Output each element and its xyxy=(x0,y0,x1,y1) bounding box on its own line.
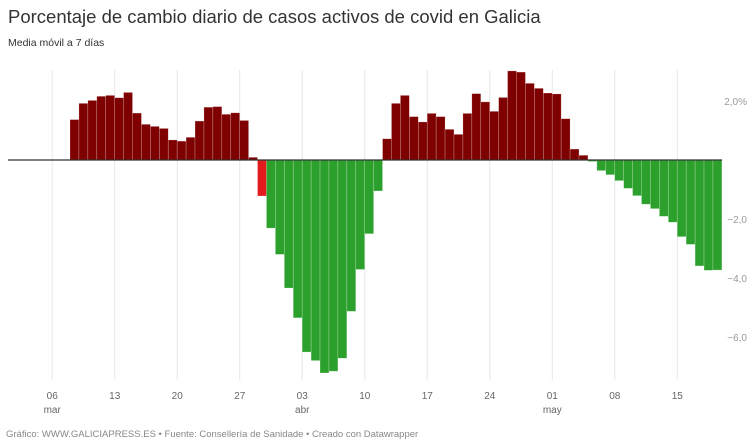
bar xyxy=(659,159,669,217)
x-tick-label: 27 xyxy=(234,391,246,402)
x-tick-label: 15 xyxy=(672,391,684,402)
bar xyxy=(534,88,544,161)
y-axis-labels: 2,0% −2,0 −4,0 −6,0 xyxy=(724,97,747,344)
bar xyxy=(203,106,214,161)
bar xyxy=(96,95,107,161)
bar xyxy=(605,159,616,176)
bar xyxy=(668,159,678,223)
bar xyxy=(578,154,589,161)
bar xyxy=(221,113,232,161)
bar xyxy=(346,159,357,312)
bar xyxy=(462,113,473,161)
y-tick-label: 2,0% xyxy=(724,97,747,108)
bar xyxy=(382,138,392,161)
bar xyxy=(498,97,508,161)
bar xyxy=(542,92,553,161)
bar xyxy=(435,116,446,161)
bar xyxy=(284,159,294,289)
bar xyxy=(632,159,642,197)
bar xyxy=(694,159,705,267)
bar-series xyxy=(69,70,723,374)
bar xyxy=(159,128,169,161)
bar xyxy=(650,159,660,209)
bar xyxy=(167,139,178,161)
bar xyxy=(560,118,571,161)
bar xyxy=(275,159,285,255)
bar xyxy=(176,140,187,161)
chart-subtitle: Media móvil a 7 días xyxy=(8,37,105,49)
bar xyxy=(373,159,383,192)
bar xyxy=(569,148,580,161)
bar xyxy=(319,159,330,374)
x-tick-label: 17 xyxy=(422,391,434,402)
source-footer: Gráfico: WWW.GALICIAPRESS.ES • Fuente: C… xyxy=(6,429,419,440)
bar xyxy=(114,97,124,161)
bar xyxy=(185,136,196,161)
bar xyxy=(551,93,562,161)
chart-title: Porcentaje de cambio diario de casos act… xyxy=(8,6,541,27)
bar xyxy=(123,92,133,161)
bar xyxy=(337,159,348,359)
bar xyxy=(328,159,339,372)
bar xyxy=(409,116,419,161)
x-tick-label: 24 xyxy=(484,391,496,402)
bar xyxy=(516,71,526,161)
bar xyxy=(132,112,142,161)
bar xyxy=(712,159,723,271)
bar xyxy=(417,121,428,161)
bar xyxy=(426,113,437,161)
bar xyxy=(301,159,312,353)
x-tick-label: 03 xyxy=(297,391,309,402)
bar xyxy=(614,159,624,181)
bar xyxy=(87,100,98,161)
bar xyxy=(230,112,240,161)
bar xyxy=(69,119,80,161)
bar xyxy=(444,129,455,161)
bar xyxy=(641,159,651,205)
bar xyxy=(453,134,464,161)
bar xyxy=(400,95,410,161)
bar xyxy=(150,126,160,161)
bar xyxy=(391,103,401,161)
bar xyxy=(141,124,151,161)
x-tick-month: mar xyxy=(44,405,62,416)
bar xyxy=(239,120,249,161)
bar xyxy=(525,83,535,161)
x-tick-label: 08 xyxy=(609,391,621,402)
bar xyxy=(685,159,696,245)
bar xyxy=(105,95,115,161)
bar xyxy=(212,106,223,161)
x-tick-label: 01 xyxy=(547,391,559,402)
y-tick-label: −2,0 xyxy=(727,215,747,226)
bar xyxy=(78,103,89,161)
x-axis-labels: 06 mar 13 20 27 03 abr 10 17 24 01 may 08 15 xyxy=(44,391,684,416)
bar xyxy=(676,159,687,237)
bar xyxy=(310,159,321,361)
bar xyxy=(596,159,607,171)
bar xyxy=(507,70,517,161)
x-tick-label: 10 xyxy=(359,391,371,402)
y-tick-label: −4,0 xyxy=(727,274,747,285)
bar xyxy=(471,93,482,161)
bar xyxy=(703,159,714,271)
x-tick-label: 20 xyxy=(172,391,184,402)
x-tick-month: may xyxy=(543,405,562,416)
bar xyxy=(292,159,303,319)
bar xyxy=(489,111,499,161)
bar xyxy=(355,159,365,270)
bar xyxy=(194,120,205,161)
bar xyxy=(257,159,267,197)
bar xyxy=(266,159,276,229)
bar xyxy=(480,101,491,161)
y-tick-label: −6,0 xyxy=(727,333,747,344)
bar xyxy=(364,159,374,235)
x-tick-label: 06 xyxy=(47,391,59,402)
bar xyxy=(623,159,633,189)
x-tick-month: abr xyxy=(295,405,310,416)
x-tick-label: 13 xyxy=(109,391,121,402)
